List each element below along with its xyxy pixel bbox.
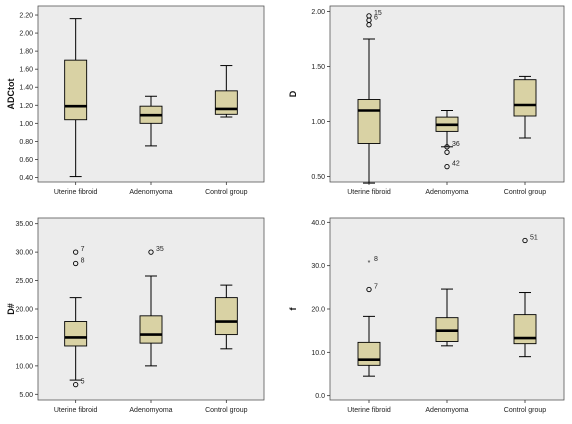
x-category-label: Uterine fibroid <box>54 407 98 414</box>
outlier-point <box>73 381 79 388</box>
iqr-box <box>64 59 88 121</box>
y-tick-label: 10.0 <box>311 350 325 357</box>
x-category-label: Adenomyoma <box>425 189 468 196</box>
x-category-label: Control group <box>205 189 248 196</box>
y-axis-label: D <box>288 90 298 97</box>
y-tick-label: 0.0 <box>315 393 325 400</box>
y-tick-label: 0.50 <box>311 174 325 181</box>
box-uterine-fibroid: *8 7 <box>357 256 381 377</box>
outlier-point <box>444 163 450 170</box>
box-control-group <box>513 75 537 139</box>
y-tick-label: 1.60 <box>19 67 33 74</box>
y-tick-label: 35.00 <box>15 221 33 228</box>
y-tick-label: 20.00 <box>15 307 33 314</box>
y-axis-label: f <box>288 307 298 311</box>
box-adenomyoma: 35 <box>139 246 164 367</box>
outlier-label: 35 <box>156 246 164 253</box>
x-category-label: Control group <box>504 407 547 414</box>
box-uterine-fibroid <box>64 18 88 178</box>
box-adenomyoma: 36 42 <box>435 110 460 170</box>
y-tick-label: 30.0 <box>311 263 325 270</box>
y-tick-label: 30.00 <box>15 250 33 257</box>
y-tick-label: 1.40 <box>19 85 33 92</box>
y-tick-label: 25.00 <box>15 278 33 285</box>
x-category-label: Adenomyoma <box>129 407 172 414</box>
outlier-label: 15 <box>374 10 382 17</box>
box-uterine-fibroid: 7 8 5 <box>64 246 88 388</box>
outlier-label: 5 <box>81 379 85 386</box>
iqr-box <box>139 315 163 344</box>
chart-panel-3: 5.00 10.00 15.00 20.00 25.00 30.00 35.00 D# Uter… <box>6 217 265 414</box>
box-control-group <box>214 284 238 350</box>
iqr-box <box>357 341 381 366</box>
y-tick-label: 10.00 <box>15 363 33 370</box>
outlier-point <box>366 22 372 28</box>
x-category-label: Uterine fibroid <box>54 189 98 196</box>
y-axis-label: D# <box>6 303 16 315</box>
iqr-box <box>513 79 537 117</box>
box-uterine-fibroid: 156 <box>357 10 382 184</box>
box-control-group <box>214 65 238 118</box>
outlier-label: 7 <box>81 246 85 253</box>
y-tick-label: 2.00 <box>311 9 325 16</box>
outlier-point <box>444 149 450 155</box>
x-category-label: Control group <box>504 189 547 196</box>
y-tick-label: 20.0 <box>311 307 325 314</box>
outlier-point <box>148 249 154 255</box>
chart-panel-4: 0.0 10.0 20.0 30.0 40.0 f Uterine fibroid *8 7 Ad… <box>288 217 565 414</box>
y-axis-label: ADCtot <box>6 79 16 110</box>
outlier-point <box>73 249 79 255</box>
y-tick-label: 0.80 <box>19 139 33 146</box>
box-adenomyoma <box>435 288 459 347</box>
y-tick-label: 1.80 <box>19 49 33 56</box>
y-tick-label: 0.40 <box>19 175 33 182</box>
x-category-label: Uterine fibroid <box>347 407 391 414</box>
box-control-group: 51 <box>513 235 538 358</box>
y-tick-label: 1.20 <box>19 103 33 110</box>
outlier-label: 8 <box>374 256 378 263</box>
y-tick-label: 0.60 <box>19 157 33 164</box>
box-adenomyoma <box>139 95 163 147</box>
outlier-star: * <box>368 260 371 267</box>
y-tick-label: 1.50 <box>311 64 325 71</box>
iqr-box <box>64 321 88 347</box>
chart-panel-2: 0.50 1.00 1.50 2.00 D Uterine fibroid 156 Adeno… <box>288 5 565 196</box>
iqr-box <box>214 90 238 115</box>
outlier-point <box>522 237 528 244</box>
y-tick-label: 40.0 <box>311 220 325 227</box>
y-tick-label: 1.00 <box>311 119 325 126</box>
y-tick-label: 1.00 <box>19 121 33 128</box>
iqr-box <box>513 314 537 345</box>
y-tick-label: 2.20 <box>19 13 33 20</box>
chart-panel-1: 0.40 0.60 0.80 1.00 1.20 1.40 1.60 1.80 2.00 2.20… <box>6 5 265 196</box>
x-category-label: Control group <box>205 407 248 414</box>
x-category-label: Adenomyoma <box>425 407 468 414</box>
iqr-box <box>214 297 238 336</box>
y-tick-label: 15.00 <box>15 335 33 342</box>
outlier-label: 42 <box>452 161 460 168</box>
iqr-box <box>357 99 381 144</box>
x-category-label: Uterine fibroid <box>347 189 391 196</box>
outlier-label: 36 <box>452 141 460 148</box>
outlier-point <box>444 144 450 150</box>
outlier-label: 7 <box>374 284 378 291</box>
x-category-label: Adenomyoma <box>129 189 172 196</box>
outlier-point <box>73 260 79 267</box>
outlier-label: 6 <box>374 14 378 21</box>
y-tick-label: 5.00 <box>19 392 33 399</box>
outlier-point <box>366 286 372 293</box>
outlier-label: 8 <box>81 258 85 265</box>
y-tick-label: 2.00 <box>19 31 33 38</box>
outlier-label: 51 <box>530 235 538 242</box>
